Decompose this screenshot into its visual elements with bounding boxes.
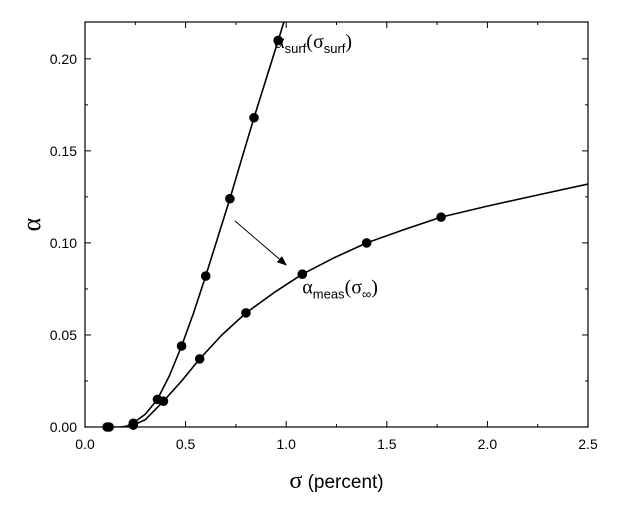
data-point-surf	[200, 271, 211, 281]
annotation-mid: (σ	[345, 277, 363, 299]
data-point-meas	[241, 308, 251, 318]
series-line-surf	[105, 22, 285, 427]
series-line-meas	[121, 183, 588, 427]
data-point-meas	[158, 396, 169, 407]
y-tick-label: 0.20	[50, 51, 77, 67]
x-tick-label: 0.0	[75, 436, 95, 452]
data-point-meas	[297, 269, 308, 280]
x-axis-symbol: σ	[289, 468, 302, 494]
data-point-meas	[104, 422, 114, 432]
y-axis-title: α	[17, 217, 46, 231]
data-point-surf	[176, 341, 187, 351]
plot-frame	[84, 21, 589, 428]
x-tick-label: 1.5	[377, 436, 397, 452]
x-tick-label: 2.0	[478, 436, 498, 452]
data-point-surf	[249, 112, 259, 123]
y-tick-label: 0.00	[50, 419, 77, 435]
y-tick-label: 0.05	[50, 327, 77, 343]
annotation-sub: ∞	[362, 287, 371, 302]
annotation-sub: meas	[313, 287, 345, 302]
annotation-mid: (σ	[306, 31, 324, 53]
annotation-end: )	[345, 31, 352, 53]
annotation-alpha: α	[274, 31, 285, 53]
data-point-surf	[273, 35, 283, 46]
x-tick-label: 0.5	[176, 436, 196, 452]
x-tick-label: 1.0	[276, 436, 296, 452]
data-point-meas	[361, 238, 372, 248]
annotation-alpha: α	[302, 277, 313, 299]
annotation-end: )	[371, 277, 378, 299]
data-point-surf	[225, 193, 235, 204]
surf-label: αsurf(σsurf)	[274, 31, 352, 56]
data-point-meas	[128, 420, 139, 430]
meas-label: αmeas(σ∞)	[302, 277, 378, 302]
x-tick-label: 2.5	[578, 436, 598, 452]
x-axis-title: σ (percent)	[289, 468, 383, 494]
data-point-meas	[194, 354, 205, 364]
y-tick-label: 0.15	[50, 143, 77, 159]
annotation-arrow	[234, 220, 287, 266]
data-point-meas	[436, 212, 446, 222]
annotation-sub: surf	[324, 41, 346, 56]
y-tick-label: 0.10	[50, 235, 77, 251]
x-axis-unit: (percent)	[302, 472, 383, 493]
annotation-sub: surf	[285, 41, 307, 56]
curves-group	[105, 22, 588, 427]
